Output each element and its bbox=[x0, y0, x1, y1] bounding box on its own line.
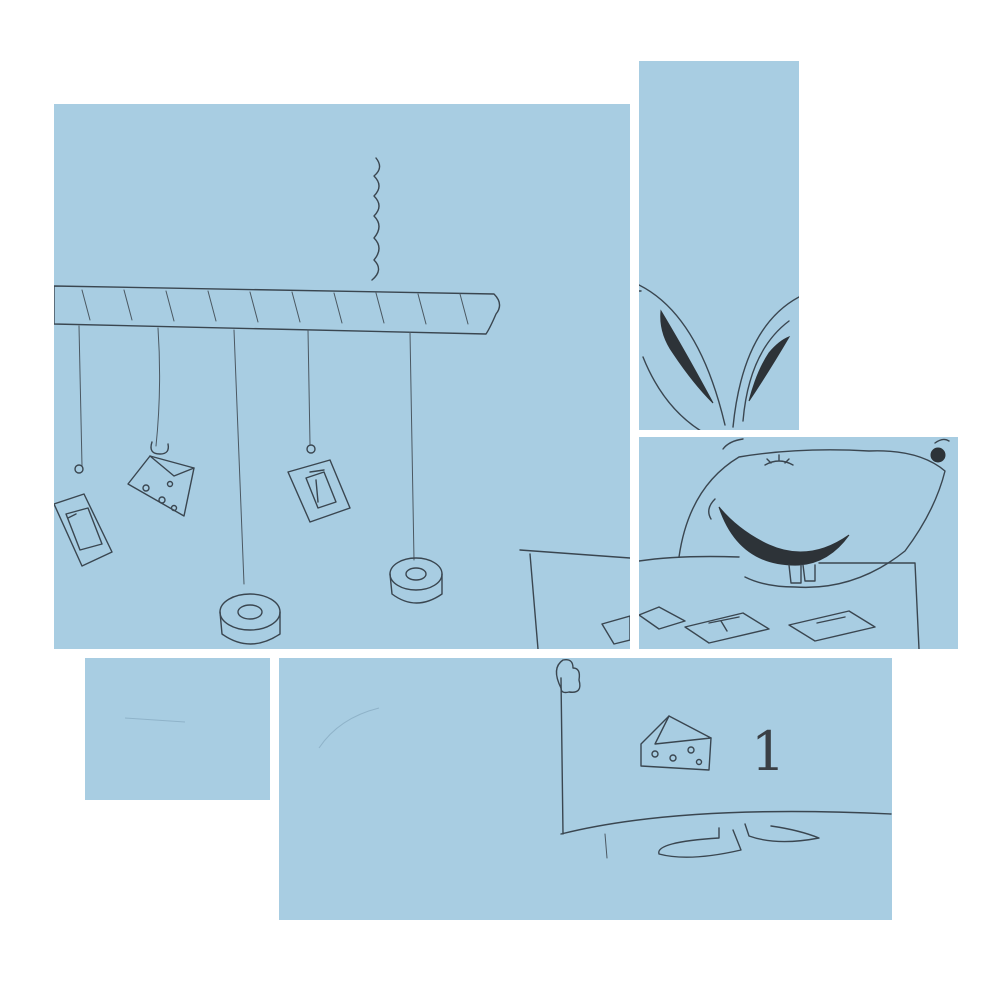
rope-bar bbox=[54, 285, 501, 335]
face-sketch bbox=[639, 438, 950, 649]
mouse-icon bbox=[678, 438, 950, 589]
eye-closed bbox=[764, 454, 794, 466]
photo-tile-blank bbox=[85, 658, 270, 800]
sign-board-top bbox=[639, 555, 920, 649]
cheese-icon bbox=[127, 455, 195, 517]
hook-icon bbox=[150, 441, 170, 455]
string-2 bbox=[155, 327, 161, 447]
mouse-nose bbox=[930, 447, 946, 463]
ear-base bbox=[722, 438, 744, 450]
faint-line bbox=[604, 833, 608, 859]
cheese-icon bbox=[640, 715, 712, 771]
faint-line bbox=[124, 717, 186, 723]
string-5 bbox=[409, 331, 415, 561]
mouse-smile bbox=[718, 506, 850, 566]
mousetrap-icon bbox=[54, 493, 113, 567]
mouse-foot-right bbox=[744, 823, 820, 843]
left-ear bbox=[639, 284, 726, 426]
mouse-cheek bbox=[708, 498, 716, 520]
ears-sketch bbox=[639, 284, 799, 430]
mousetrap-icon bbox=[287, 459, 351, 523]
string-1 bbox=[78, 325, 83, 467]
mouse-teeth bbox=[788, 564, 816, 584]
hook-icon bbox=[74, 464, 84, 474]
tape-roll-icon bbox=[389, 557, 443, 604]
blank-sketch bbox=[124, 717, 186, 723]
mouse-head bbox=[678, 449, 946, 589]
string-4 bbox=[307, 329, 311, 445]
hook-icon bbox=[306, 444, 316, 454]
mousetrap-icon bbox=[788, 610, 876, 642]
mousetrap-icon bbox=[684, 612, 770, 644]
sign-number: 1 bbox=[751, 720, 785, 783]
photo-tile-ears bbox=[639, 61, 799, 430]
left-ear-shade bbox=[660, 309, 714, 404]
tape-roll-icon bbox=[219, 593, 281, 645]
mobile-sketch bbox=[54, 157, 630, 649]
photo-tile-face bbox=[639, 437, 958, 649]
right-ear bbox=[732, 296, 799, 428]
faint-arc bbox=[318, 707, 380, 749]
mouse-icon bbox=[639, 284, 799, 430]
mousetrap-icon bbox=[639, 606, 686, 630]
mouse-hand bbox=[555, 658, 581, 694]
sign-board bbox=[560, 677, 892, 835]
string-3 bbox=[233, 329, 245, 585]
left-ear-inner bbox=[639, 290, 701, 430]
whisker bbox=[934, 438, 950, 444]
sign-sketch: 1 bbox=[318, 658, 892, 859]
rope-twists bbox=[81, 289, 469, 325]
mouse-foot-left bbox=[658, 827, 742, 858]
right-ear-shade bbox=[748, 335, 791, 402]
photo-tile-mobile bbox=[54, 104, 630, 649]
mousetrap-icon bbox=[601, 615, 630, 645]
photo-tile-sign: 1 bbox=[279, 658, 892, 920]
hanging-rope bbox=[371, 157, 381, 281]
sign-board-edge bbox=[519, 549, 630, 649]
